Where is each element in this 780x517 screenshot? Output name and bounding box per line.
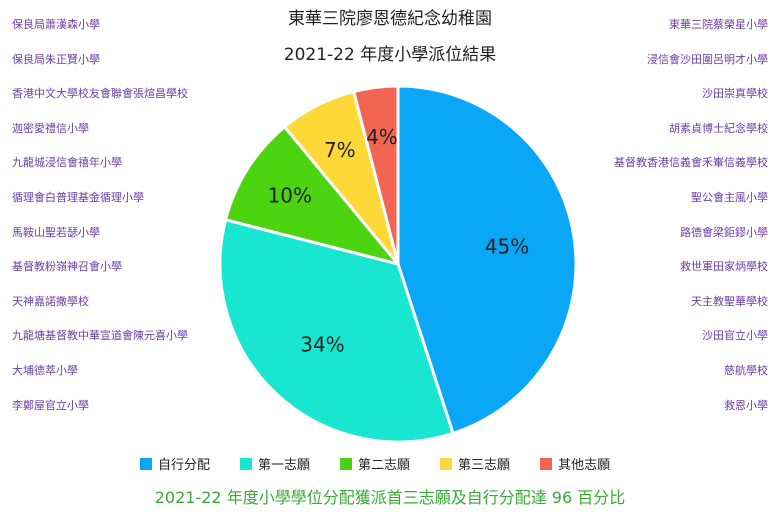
legend-label: 其他志願 (558, 458, 611, 473)
left-school-item: 保良局朱正賢小學 (12, 52, 100, 66)
right-school-item: 聖公會主風小學 (691, 190, 768, 204)
slice-label: 4% (366, 125, 398, 149)
left-school-item: 九龍塘基督教中華宣道會陳元喜小學 (12, 329, 188, 343)
legend-swatch (240, 457, 253, 470)
right-school-item: 救世軍田家炳學校 (680, 260, 768, 274)
footer-note: 2021-22 年度小學學位分配獲派首三志願及自行分配達 96 百分比 (154, 488, 626, 507)
pie-slice (218, 218, 455, 444)
left-school-item: 保良局蕭漢森小學 (12, 18, 100, 31)
right-school-item: 路德會梁鉅鏐小學 (680, 225, 768, 239)
legend-item: 第一志願 (240, 454, 310, 473)
legend-item: 第三志願 (440, 454, 510, 473)
slice-label: 34% (300, 332, 344, 356)
left-school-item: 李鄭屋官立小學 (12, 398, 89, 412)
right-school-item: 胡素貞博士紀念學校 (669, 121, 768, 135)
left-school-item: 基督教粉嶺神召會小學 (12, 260, 122, 274)
legend-label: 第三志願 (458, 458, 511, 473)
right-school-list: 東華三院蔡榮星小學浸信會沙田圍呂明才小學沙田崇真學校胡素貞博士紀念學校基督教香港… (614, 18, 768, 433)
right-school-item: 沙田崇真學校 (702, 87, 768, 101)
slice-label: 45% (485, 235, 529, 259)
left-school-item: 循理會白普理基金循理小學 (12, 190, 144, 204)
left-school-item: 大埔德萃小學 (12, 363, 78, 377)
legend-label: 第一志願 (258, 458, 311, 473)
legend-swatch (140, 457, 152, 470)
slice-label: 10% (268, 183, 312, 207)
legend-label: 第二志願 (358, 458, 411, 473)
kindergarten-name: 東華三院廖恩德紀念幼稚園 (288, 9, 492, 29)
right-school-item: 天主教聖華學校 (691, 294, 768, 308)
right-school-item: 沙田官立小學 (702, 329, 768, 343)
left-school-list: 保良局蕭漢森小學 保良局朱正賢小學香港中文大學校友會聯會張煊昌學校 迦密愛禮信小學九… (12, 18, 188, 433)
right-school-item: 浸信會沙田圍呂明才小學 (647, 52, 768, 66)
right-school-item: 基督教香港信義會禾輋信義學校 (614, 156, 768, 170)
left-school-item: 香港中文大學校友會聯會張煊昌學校 (12, 87, 188, 101)
legend-swatch (540, 457, 553, 470)
pie-slice (224, 125, 400, 266)
legend-swatch (440, 457, 453, 470)
right-school-item: 東華三院蔡榮星小學 (669, 18, 768, 31)
legend-swatch (340, 457, 353, 470)
legend-item: 第二志願 (340, 454, 410, 473)
right-school-item: 救恩小學 (724, 398, 768, 412)
left-school-item: 迦密愛禮信小學 (12, 121, 89, 135)
chart-title: 2021-22 年度小學派位結果 (283, 45, 497, 65)
slice-label: 7% (324, 138, 356, 162)
legend-item: 其他志願 (540, 454, 610, 473)
right-school-item: 慈航學校 (724, 363, 768, 377)
legend-item: 自行分配 (140, 454, 210, 473)
legend-label: 自行分配 (158, 458, 211, 473)
left-school-item: 九龍城浸信會禧年小學 (12, 156, 122, 170)
chart-legend: 自行分配 第一志願 第二志願 第三志願 其他志願 (140, 454, 610, 473)
pie-slice (396, 84, 578, 435)
pie-slice (352, 84, 400, 266)
left-school-item: 馬鞍山聖若瑟小學 (12, 225, 100, 239)
left-school-item: 天神嘉諾撒學校 (12, 294, 89, 308)
chart-title-block: 東華三院廖恩德紀念幼稚園 2021-22 年度小學派位結果 (250, 8, 530, 80)
